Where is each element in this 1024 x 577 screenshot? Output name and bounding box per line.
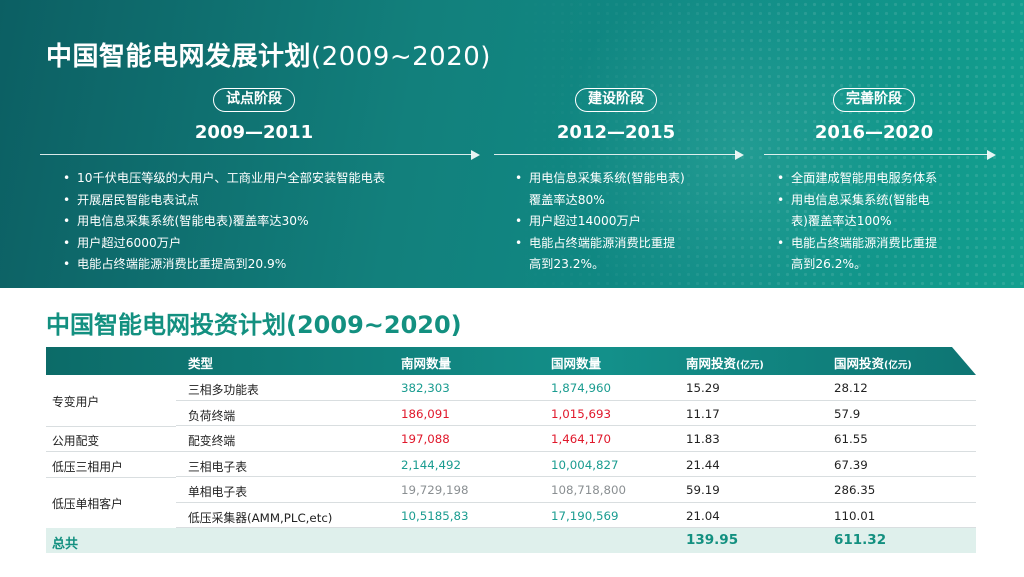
- stage-construction-label: 建设阶段: [575, 88, 657, 112]
- development-plan-title-years: (2009~2020): [311, 42, 491, 72]
- group-public-distribution: 公用配变: [46, 426, 176, 452]
- cell-state-count: 1,874,960: [551, 381, 612, 395]
- cell-type: 三相多功能表: [188, 383, 259, 397]
- header-state-invest-unit: (亿元): [884, 360, 912, 371]
- stage-pilot-years: 2009—2011: [194, 122, 314, 143]
- cell-type: 三相电子表: [188, 459, 247, 474]
- cell-state-invest: 61.55: [834, 432, 868, 446]
- cell-south-invest: 15.29: [686, 381, 720, 395]
- stage-construction-list: 用电信息采集系统(智能电表) 覆盖率达80% 用户超过14000万户 电能占终端…: [512, 168, 750, 276]
- cell-state-invest: 110.01: [834, 508, 876, 523]
- cell-south-count: 382,303: [401, 381, 450, 395]
- total-south-invest: 139.95: [686, 532, 739, 548]
- list-item: 用户超过14000万户: [512, 211, 750, 233]
- stage-pilot-list: 10千伏电压等级的大用户、工商业用户全部安装智能电表 开展居民智能电表试点 用电…: [60, 168, 480, 276]
- cell-state-count: 17,190,569: [551, 508, 619, 523]
- table-row: 配变终端 197,088 1,464,170 11.83 61.55: [176, 426, 976, 452]
- stage-construction: 建设阶段 2012—2015 用电信息采集系统(智能电表) 覆盖率达80% 用户…: [490, 88, 750, 288]
- list-item: 表)覆盖率达100%: [791, 214, 892, 228]
- header-south-invest: 南网投资(亿元): [686, 353, 764, 372]
- cell-south-count: 197,088: [401, 432, 450, 446]
- table-row: 单相电子表 19,729,198 108,718,800 59.19 286.3…: [176, 477, 976, 503]
- header-south-invest-unit: (亿元): [736, 360, 764, 371]
- total-state-invest: 611.32: [834, 532, 887, 548]
- stage-improvement: 完善阶段 2016—2020 全面建成智能用电服务体系 用电信息采集系统(智能电…: [760, 88, 1024, 288]
- list-item: 覆盖率达80%: [529, 192, 605, 207]
- table-body: 专变用户 公用配变 低压三相用户 低压单相客户 三相多功能表 382,303 1…: [46, 375, 976, 529]
- stage-construction-years: 2012—2015: [556, 122, 676, 143]
- header-state-count: 国网数量: [551, 356, 602, 371]
- stage-pilot: 试点阶段 2009—2011 10千伏电压等级的大用户、工商业用户全部安装智能电…: [0, 88, 480, 288]
- cell-south-invest: 21.04: [686, 508, 720, 523]
- stage-construction-arrow: [494, 150, 744, 160]
- cell-south-count: 19,729,198: [401, 483, 469, 497]
- group-label: 专变用户: [52, 395, 100, 409]
- development-plan-title-main: 中国智能电网发展计划: [46, 42, 312, 72]
- cell-south-invest: 11.17: [686, 406, 720, 421]
- cell-state-invest: 286.35: [834, 483, 876, 497]
- cell-south-invest: 21.44: [686, 457, 720, 472]
- cell-state-invest: 67.39: [834, 457, 868, 472]
- cell-type: 单相电子表: [188, 485, 247, 499]
- cell-state-invest: 57.9: [834, 406, 861, 421]
- cell-state-count: 108,718,800: [551, 483, 627, 497]
- development-plan-title: 中国智能电网发展计划(2009~2020): [46, 36, 491, 73]
- cell-south-count: 2,144,492: [401, 457, 462, 472]
- group-divider: [46, 476, 176, 478]
- group-lv-three-phase: 低压三相用户: [46, 452, 176, 478]
- header-state-invest: 国网投资(亿元): [834, 353, 912, 372]
- group-divider: [46, 451, 176, 452]
- group-label: 低压单相客户: [52, 497, 123, 511]
- cell-south-invest: 59.19: [686, 483, 720, 497]
- cell-type: 负荷终端: [188, 408, 236, 423]
- list-item: 高到26.2%。: [791, 257, 867, 271]
- cell-south-count: 10,5185,83: [401, 508, 469, 523]
- table-total-row: 总共 139.95 611.32: [46, 528, 976, 553]
- list-item: 电能占终端能源消费比重提: [512, 233, 750, 255]
- stage-improvement-list: 全面建成智能用电服务体系 用电信息采集系统(智能电 表)覆盖率达100% 电能占…: [774, 168, 1014, 276]
- header-type: 类型: [188, 356, 214, 371]
- header-state-invest-label: 国网投资: [834, 356, 885, 371]
- header-south-invest-label: 南网投资: [686, 356, 737, 371]
- list-item: 用户超过6000万户: [60, 233, 480, 255]
- cell-state-count: 10,004,827: [551, 457, 619, 472]
- investment-table: 类型 南网数量 国网数量 南网投资(亿元) 国网投资(亿元) 专变用户 公用配变…: [46, 347, 976, 553]
- cell-state-invest: 28.12: [834, 381, 868, 395]
- cell-south-count: 186,091: [401, 406, 450, 421]
- total-label: 总共: [52, 537, 79, 552]
- list-item: 电能占终端能源消费比重提: [774, 233, 1014, 255]
- list-item: 全面建成智能用电服务体系: [774, 168, 1014, 190]
- investment-plan-title: 中国智能电网投资计划(2009~2020): [46, 311, 462, 339]
- table-header: 类型 南网数量 国网数量 南网投资(亿元) 国网投资(亿元): [46, 347, 976, 375]
- cell-south-invest: 11.83: [686, 432, 720, 446]
- table-row: 负荷终端 186,091 1,015,693 11.17 57.9: [176, 401, 976, 426]
- group-dedicated-users: 专变用户: [46, 375, 176, 426]
- cell-state-count: 1,464,170: [551, 432, 612, 446]
- stage-improvement-arrow: [764, 150, 996, 160]
- table-row: 三相多功能表 382,303 1,874,960 15.29 28.12: [176, 375, 976, 401]
- list-item: 用电信息采集系统(智能电: [774, 190, 1014, 212]
- list-item: 开展居民智能电表试点: [60, 190, 480, 212]
- group-label: 低压三相用户: [52, 459, 123, 474]
- cell-type: 低压采集器(AMM,PLC,etc): [188, 510, 333, 525]
- list-item: 电能占终端能源消费比重提高到20.9%: [60, 254, 480, 276]
- cell-type: 配变终端: [188, 434, 236, 448]
- header-south-count: 南网数量: [401, 356, 452, 371]
- group-divider: [46, 425, 176, 427]
- stage-improvement-label: 完善阶段: [833, 88, 915, 112]
- stage-pilot-arrow: [40, 150, 480, 160]
- list-item: 10千伏电压等级的大用户、工商业用户全部安装智能电表: [60, 168, 480, 190]
- group-label: 公用配变: [52, 434, 100, 448]
- stage-improvement-years: 2016—2020: [814, 122, 934, 143]
- stage-pilot-label: 试点阶段: [213, 88, 295, 112]
- list-item: 高到23.2%。: [529, 257, 605, 271]
- cell-state-count: 1,015,693: [551, 406, 612, 421]
- plan-banner: 中国智能电网发展计划(2009~2020) 试点阶段 2009—2011 10千…: [0, 0, 1024, 288]
- table-row: 三相电子表 2,144,492 10,004,827 21.44 67.39: [176, 452, 976, 477]
- table-row: 低压采集器(AMM,PLC,etc) 10,5185,83 17,190,569…: [176, 503, 976, 528]
- list-item: 用电信息采集系统(智能电表)覆盖率达30%: [60, 211, 480, 233]
- group-lv-single-phase: 低压单相客户: [46, 477, 176, 528]
- list-item: 用电信息采集系统(智能电表): [512, 168, 750, 190]
